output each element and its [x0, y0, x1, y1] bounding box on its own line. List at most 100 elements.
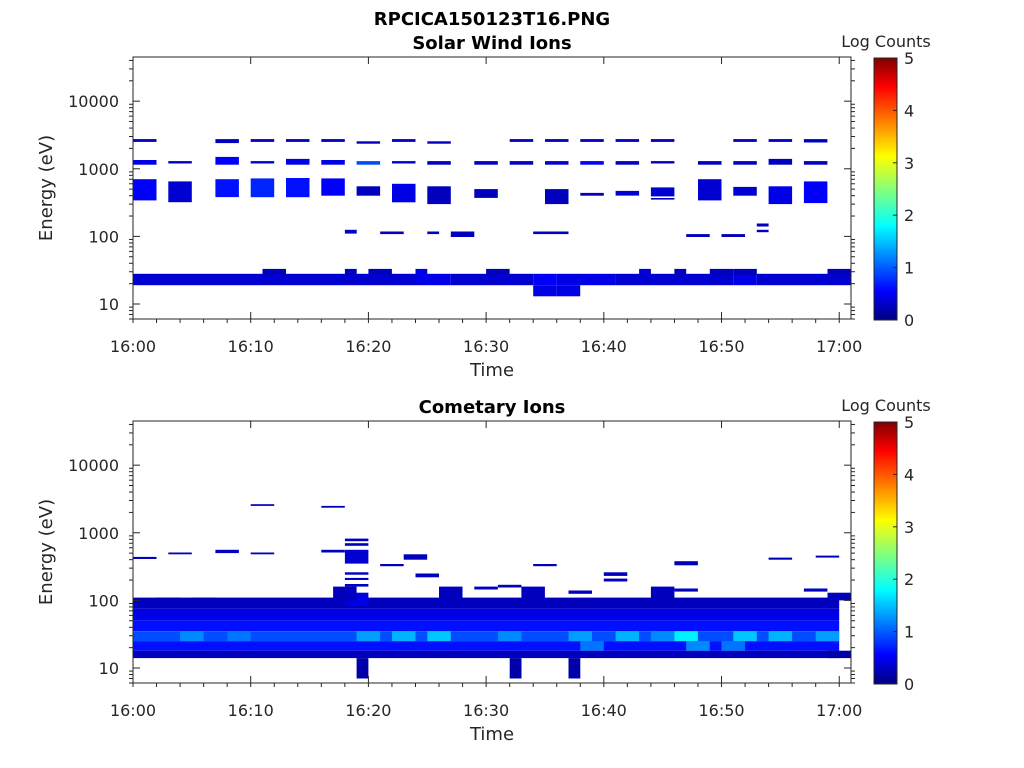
heatmap-cell — [674, 268, 687, 275]
cometary-colorbar-label: Log Counts — [841, 396, 931, 415]
heatmap-cell — [321, 160, 345, 165]
heatmap-cell — [392, 161, 416, 164]
heatmap-cell — [768, 186, 793, 205]
heatmap-cell — [133, 650, 840, 659]
x-tick-label: 16:30 — [463, 337, 509, 356]
heatmap-cell — [250, 504, 275, 506]
heatmap-cell — [733, 268, 757, 275]
heatmap-cell — [650, 187, 675, 197]
heatmap-cell — [344, 577, 369, 580]
heatmap-cell — [133, 597, 840, 609]
heatmap-cell — [545, 189, 569, 205]
heatmap-cell — [709, 268, 734, 275]
heatmap-cell — [344, 549, 369, 564]
heatmap-cell — [344, 229, 357, 234]
heatmap-cell — [650, 161, 675, 164]
x-tick-label: 16:20 — [345, 701, 391, 720]
heatmap-cell — [191, 597, 216, 606]
heatmap-cell — [698, 161, 722, 165]
heatmap-cell — [133, 139, 157, 142]
x-tick-label: 17:00 — [816, 337, 862, 356]
heatmap-cell — [427, 631, 451, 642]
heatmap-cell — [321, 549, 345, 553]
heatmap-cell — [380, 231, 404, 235]
solar-wind-x-label: Time — [469, 360, 514, 381]
heatmap-cell — [533, 273, 557, 286]
heatmap-cell — [756, 223, 769, 227]
heatmap-cell — [674, 588, 698, 592]
heatmap-cell — [733, 631, 757, 642]
heatmap-cell — [250, 161, 275, 164]
heatmap-cell — [721, 641, 745, 651]
heatmap-cell — [356, 141, 381, 144]
heatmap-cell — [568, 631, 592, 642]
heatmap-cell — [545, 161, 569, 165]
heatmap-cell — [733, 186, 757, 196]
heatmap-cell — [286, 139, 310, 142]
solar-wind-y-label: Energy (eV) — [36, 135, 57, 241]
heatmap-cell — [392, 183, 416, 203]
heatmap-cell — [650, 586, 675, 604]
x-tick-label: 16:50 — [698, 701, 744, 720]
heatmap-cell — [427, 186, 451, 205]
cometary-colorbar-frame — [873, 421, 898, 685]
solar-wind-title: Solar Wind Ions — [412, 33, 571, 54]
y-tick-label: 100 — [88, 227, 119, 246]
heatmap-cell — [427, 141, 451, 144]
heatmap-cell — [380, 564, 404, 567]
cometary-colorbar-ticks: 0 1 2 3 4 5 — [893, 413, 914, 694]
heatmap-cell — [803, 588, 828, 592]
heatmap-cell — [768, 631, 793, 642]
heatmap-cell — [356, 631, 381, 642]
heatmap-cell — [392, 631, 416, 642]
solar-wind-x-ticks: 16:00 16:10 16:20 16:30 16:40 16:50 17:00 — [110, 57, 862, 356]
y-tick-label: 1000 — [78, 160, 119, 179]
cometary-colorbar: 0 1 2 3 4 5 Log Counts — [841, 396, 931, 694]
heatmap-cell — [215, 179, 239, 198]
heatmap-cell — [344, 572, 369, 575]
heatmap-cell — [509, 139, 534, 142]
solar-wind-axes-frame — [132, 56, 852, 320]
x-tick-label: 16:40 — [581, 337, 627, 356]
heatmap-cell — [356, 186, 381, 196]
x-tick-label: 16:00 — [110, 701, 156, 720]
heatmap-cell — [474, 161, 498, 165]
heatmap-cell — [215, 139, 239, 144]
colorbar-tick-label: 0 — [904, 311, 914, 330]
colorbar-tick-label: 5 — [904, 49, 914, 68]
heatmap-cell — [133, 631, 840, 642]
heatmap-cell — [733, 139, 757, 142]
heatmap-cell — [497, 584, 522, 588]
heatmap-cell — [215, 549, 239, 554]
cometary-panel: Cometary Ions 16:00 16:10 16:20 16:30 16:40 1… — [36, 396, 931, 745]
heatmap-cell — [415, 273, 451, 286]
heatmap-cell — [639, 268, 651, 275]
heatmap-cell — [474, 586, 498, 590]
heatmap-cell — [568, 590, 592, 594]
heatmap-cell — [368, 268, 392, 275]
solar-wind-colorbar-gradient — [874, 58, 897, 320]
heatmap-cell — [768, 139, 793, 142]
colorbar-tick-label: 1 — [904, 623, 914, 642]
heatmap-cell — [168, 552, 192, 555]
heatmap-cell — [168, 181, 192, 203]
heatmap-cell — [650, 139, 675, 142]
heatmap-cell — [615, 273, 734, 286]
colorbar-tick-label: 3 — [904, 518, 914, 537]
solar-wind-panel: Solar Wind Ions 16:00 16:10 16:20 16:30 16:4… — [36, 32, 931, 381]
heatmap-cell — [674, 561, 698, 566]
heatmap-cell — [156, 597, 180, 607]
heatmap-cell — [815, 555, 840, 558]
heatmap-cell — [815, 631, 840, 642]
heatmap-cell — [133, 620, 840, 632]
cometary-y-ticks: 10 100 1000 10000 — [68, 423, 855, 684]
heatmap-cell — [450, 231, 475, 237]
y-tick-label: 10 — [99, 659, 119, 678]
y-tick-label: 100 — [88, 591, 119, 610]
heatmap-cell — [133, 608, 840, 621]
heatmap-cell — [768, 557, 793, 560]
colorbar-tick-label: 2 — [904, 570, 914, 589]
heatmap-cell — [486, 268, 510, 275]
colorbar-tick-label: 1 — [904, 259, 914, 278]
